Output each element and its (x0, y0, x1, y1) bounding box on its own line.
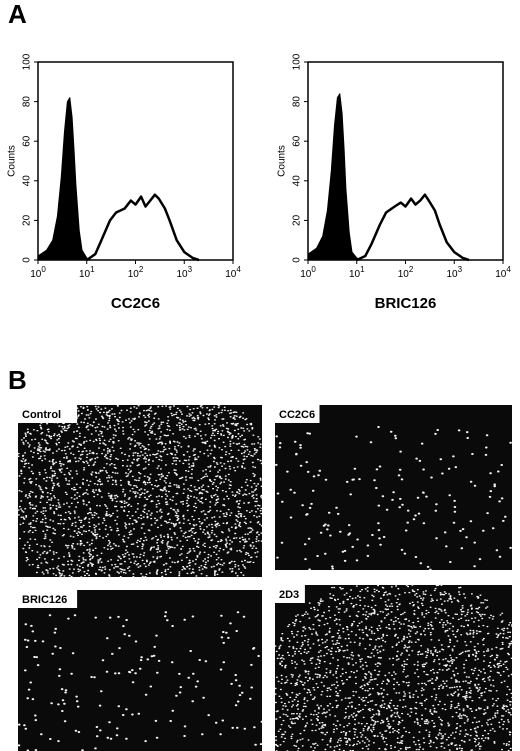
y-tick-label: 60 (22, 135, 33, 147)
micrograph: 2D3 (274, 584, 514, 751)
y-tick-label: 40 (22, 175, 33, 187)
open-histogram (86, 193, 200, 262)
image-label: Control (22, 409, 61, 421)
x-tick-label: 100 (30, 265, 46, 280)
y-tick-label: 80 (292, 96, 303, 108)
y-tick-label: 100 (22, 53, 33, 70)
y-tick-label: 100 (292, 53, 303, 70)
x-tick-label: 101 (349, 265, 365, 280)
y-tick-label: 20 (22, 214, 33, 226)
fluorescent-spots (275, 426, 512, 571)
fluorescent-spots (17, 404, 263, 578)
y-tick-label: 20 (292, 214, 303, 226)
fluorescent-spots (17, 611, 264, 751)
micrograph: Control (17, 404, 263, 578)
image-background (275, 585, 512, 751)
open-histogram (356, 193, 470, 262)
filled-histogram (37, 97, 96, 261)
image-label-box (275, 405, 320, 423)
y-tick-label: 40 (292, 175, 303, 187)
micrograph: BRIC126 (17, 590, 264, 751)
x-tick-label: 103 (176, 265, 192, 280)
y-tick-label: 80 (22, 96, 33, 108)
image-label: 2D3 (279, 589, 299, 601)
x-tick-label: 104 (225, 265, 241, 280)
image-label-box (18, 405, 78, 423)
x-tick-label: 101 (79, 265, 95, 280)
fluorescent-spots (274, 584, 514, 751)
image-label: CC2C6 (279, 409, 315, 421)
y-tick-label: 0 (22, 257, 33, 263)
x-tick-label: 100 (300, 265, 316, 280)
panel-label: A (8, 0, 27, 29)
image-background (18, 590, 262, 751)
y-tick-label: 60 (292, 135, 303, 147)
x-axis-label: CC2C6 (111, 295, 160, 312)
image-label: BRIC126 (22, 594, 67, 606)
image-label-box (275, 585, 305, 603)
micrograph: CC2C6 (275, 405, 512, 571)
image-background (18, 405, 262, 577)
x-tick-label: 104 (495, 265, 511, 280)
x-tick-label: 102 (398, 265, 414, 280)
x-tick-label: 103 (446, 265, 462, 280)
filled-histogram (307, 93, 366, 261)
x-axis-label: BRIC126 (375, 295, 437, 312)
panel-label: B (8, 365, 27, 395)
y-axis-label: Counts (7, 145, 18, 177)
image-label-box (18, 590, 78, 608)
image-background (275, 405, 512, 570)
y-axis-label: Counts (277, 145, 288, 177)
y-tick-label: 0 (292, 257, 303, 263)
x-tick-label: 102 (128, 265, 144, 280)
